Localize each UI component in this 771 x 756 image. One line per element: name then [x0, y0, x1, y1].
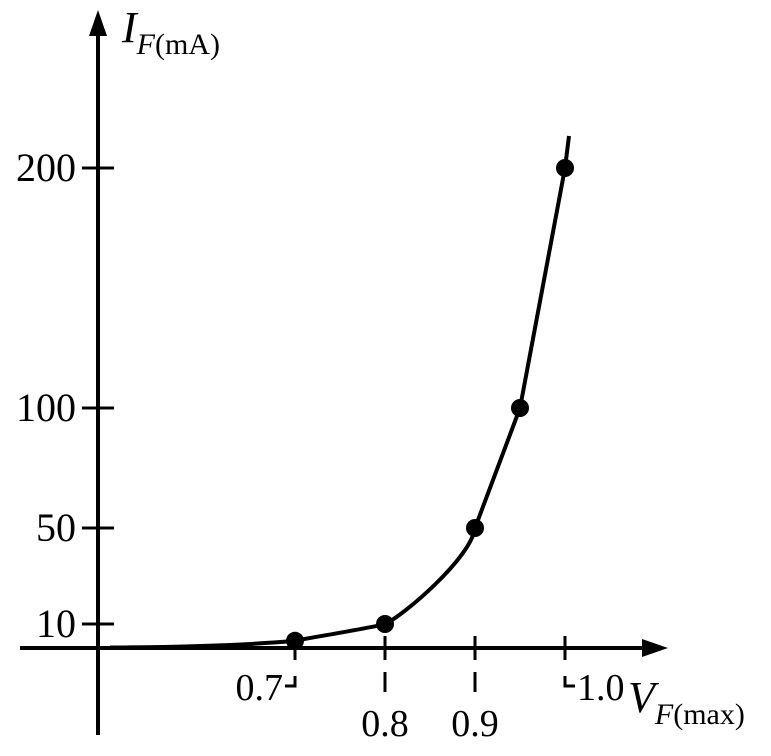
y-tick-label: 200	[16, 145, 76, 190]
data-points	[286, 159, 574, 650]
data-point	[286, 631, 304, 650]
axes	[20, 10, 668, 735]
y-tick-label: 100	[16, 385, 76, 430]
curve-layer	[109, 135, 571, 650]
x-tick-label: 0.8	[361, 703, 409, 745]
data-point	[376, 615, 394, 633]
x-axis-arrowhead	[642, 639, 668, 657]
y-axis-title-sub: F	[136, 28, 156, 61]
y-axis-title-unit: (mA)	[155, 28, 220, 61]
x-ticks: 0.7 0.8 0.9 1.0	[236, 636, 625, 745]
y-axis-arrowhead	[89, 10, 107, 36]
y-axis-title-main: I	[121, 3, 139, 52]
y-axis-title: IF(mA)	[121, 3, 220, 61]
x-leader-0.7	[285, 676, 297, 688]
data-point	[511, 399, 529, 417]
x-leader-1.0	[563, 676, 575, 688]
y-tick-label: 10	[36, 601, 76, 646]
x-axis-title-sub: F	[654, 698, 674, 731]
iv-curve-line	[109, 135, 571, 650]
data-point	[556, 159, 574, 177]
y-ticks: 10 50 100 200	[16, 145, 114, 646]
x-axis-title-unit: (max)	[673, 698, 745, 731]
x-tick-label: 0.9	[451, 703, 499, 745]
x-axis-title-main: V	[628, 673, 660, 722]
x-axis-title: VF(max)	[628, 673, 745, 731]
x-tick-label: 0.7	[236, 667, 284, 709]
data-point	[466, 519, 484, 537]
x-tick-label: 1.0	[577, 667, 625, 709]
y-tick-label: 50	[36, 505, 76, 550]
